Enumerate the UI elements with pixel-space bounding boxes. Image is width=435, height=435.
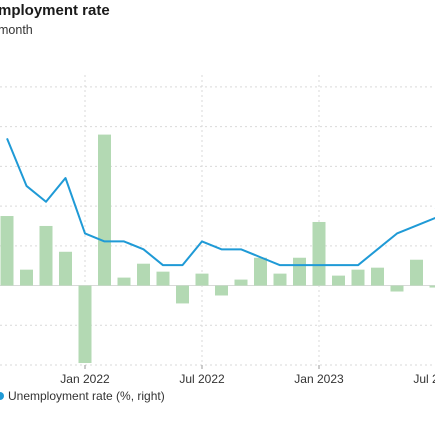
bar xyxy=(195,273,209,286)
bar xyxy=(273,273,287,286)
chart-title: mployment rate xyxy=(0,2,110,19)
x-tick-label: Jul 2023 xyxy=(413,372,435,386)
bar-series xyxy=(0,134,435,364)
bar xyxy=(78,285,92,364)
bar xyxy=(351,269,365,286)
bar xyxy=(390,285,404,292)
bar xyxy=(234,279,248,286)
line-series xyxy=(6,138,435,267)
x-tick-label: Jan 2023 xyxy=(294,372,344,386)
bar xyxy=(20,269,33,286)
bar xyxy=(312,221,326,286)
bar xyxy=(0,216,14,286)
legend-marker-line xyxy=(0,392,4,400)
x-tick-label: Jul 2022 xyxy=(179,372,225,386)
bar xyxy=(215,285,228,296)
chart-subtitle: month xyxy=(0,23,33,37)
bar xyxy=(293,257,306,286)
bar xyxy=(117,277,131,286)
bar xyxy=(410,259,423,286)
bar xyxy=(39,225,53,286)
bar xyxy=(332,275,345,286)
bar xyxy=(371,267,384,286)
bar xyxy=(176,285,189,304)
bar xyxy=(156,271,170,286)
legend-label-line: Unemployment rate (%, right) xyxy=(8,389,165,403)
x-tick-label: Jan 2022 xyxy=(60,372,110,386)
bar xyxy=(98,134,111,286)
bar xyxy=(429,285,435,288)
bar xyxy=(59,251,72,286)
legend: Unemployment rate (%, right) xyxy=(0,389,165,403)
bar xyxy=(254,257,267,286)
bar xyxy=(137,263,150,286)
grid-lines xyxy=(0,75,435,366)
line-unemployment-rate xyxy=(6,138,435,267)
x-axis: Jan 2022 Jul 2022 Jan 2023 Jul 2023 xyxy=(60,365,435,386)
